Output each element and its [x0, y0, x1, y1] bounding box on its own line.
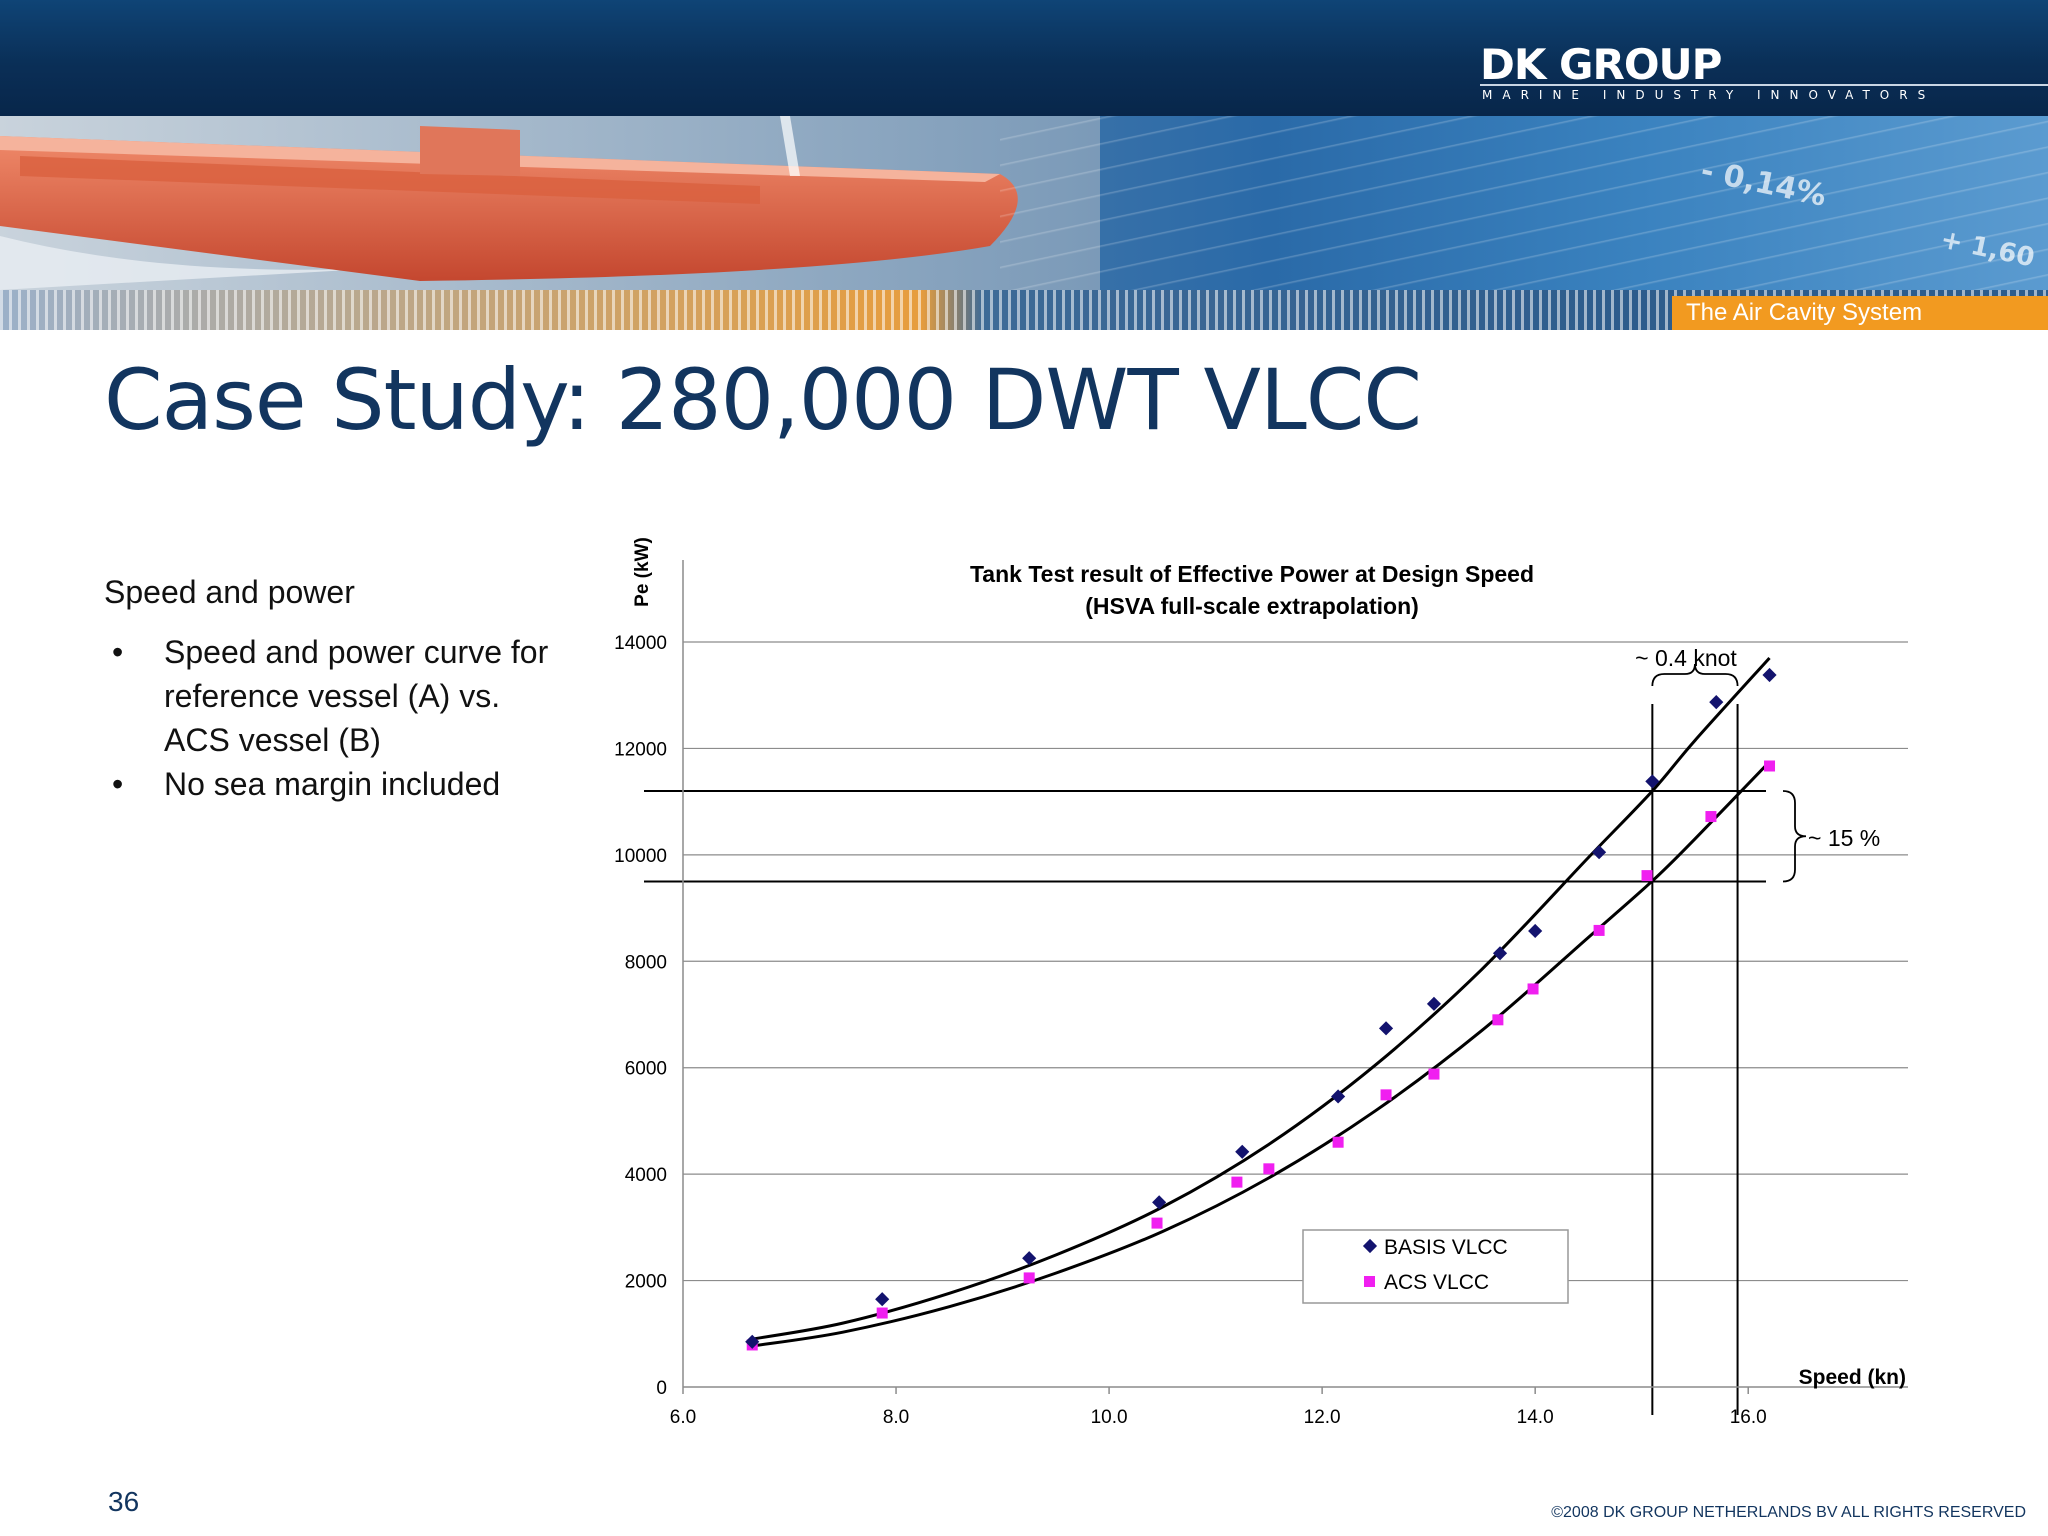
bullet-text: No sea margin included: [164, 766, 501, 802]
annotation-knot: ~ 0.4 knot: [1635, 645, 1737, 671]
section-tag: The Air Cavity System: [1672, 296, 2048, 330]
header-bar: DK GROUP MARINE INDUSTRY INNOVATORS: [0, 0, 2048, 116]
data-point-acs: [1593, 924, 1605, 936]
data-point-acs: [1428, 1068, 1440, 1080]
data-point-acs: [1332, 1136, 1344, 1148]
company-logo: DK GROUP: [1480, 40, 1722, 89]
data-point-acs: [1151, 1217, 1163, 1229]
x-tick-label: 14.0: [1517, 1407, 1554, 1428]
data-point-basis: [1235, 1144, 1250, 1159]
x-tick-label: 8.0: [883, 1407, 909, 1428]
y-tick-label: 2000: [625, 1272, 667, 1293]
chart-legend: BASIS VLCC ACS VLCC: [1302, 1229, 1569, 1304]
data-point-acs: [1231, 1176, 1243, 1188]
legend-label-basis: BASIS VLCC: [1384, 1236, 1508, 1259]
x-axis-label: Speed (kn): [1799, 1366, 1906, 1389]
bullet-list: • Speed and power curve for reference ve…: [104, 630, 564, 806]
data-point-acs: [1263, 1163, 1275, 1175]
subheading: Speed and power: [104, 574, 355, 610]
data-point-basis: [1378, 1021, 1394, 1036]
y-tick-label: 4000: [625, 1165, 667, 1186]
data-point-acs: [1764, 760, 1776, 772]
x-tick-label: 16.0: [1730, 1407, 1767, 1428]
data-point-acs: [1641, 870, 1653, 882]
data-point-basis: [1426, 996, 1442, 1011]
data-point-basis: [1152, 1195, 1167, 1210]
markers: [745, 667, 1777, 1351]
trend-line-acs: [752, 760, 1771, 1348]
y-tick-label: 10000: [614, 846, 667, 867]
ship-illustration: [0, 116, 1100, 290]
x-tick-label: 12.0: [1304, 1407, 1341, 1428]
legend-marker-acs: [1364, 1276, 1375, 1287]
bullet-item: • No sea margin included: [104, 762, 564, 806]
y-tick-label: 14000: [614, 633, 667, 654]
slide-title: Case Study: 280,000 DWT VLCC: [104, 351, 1422, 449]
y-tick-label: 6000: [625, 1059, 667, 1080]
percent-brace: [1782, 790, 1807, 883]
y-tick-label: 0: [656, 1378, 667, 1399]
data-point-basis: [1022, 1251, 1037, 1266]
bullet-item: • Speed and power curve for reference ve…: [104, 630, 564, 762]
x-tick-label: 10.0: [1091, 1407, 1128, 1428]
reference-lines: [644, 663, 1807, 1415]
slide-number: 36: [108, 1486, 140, 1517]
data-point-acs: [1492, 1014, 1504, 1026]
legend-marker-basis: [1362, 1238, 1378, 1254]
trend-line-basis: [751, 656, 1771, 1341]
chart-title: Tank Test result of Effective Power at D…: [970, 561, 1534, 587]
legend-box: [1302, 1229, 1569, 1304]
data-point-acs: [1380, 1089, 1392, 1101]
logo-tagline: MARINE INDUSTRY INNOVATORS: [1482, 88, 1936, 102]
grid-layer: [683, 641, 1908, 1282]
data-point-basis: [1645, 774, 1660, 789]
data-point-basis: [875, 1292, 890, 1307]
y-tick-label: 8000: [625, 952, 667, 973]
axes: 0 2000 4000 6000 8000 10000 12000 14000 6.0 8.0 10…: [614, 560, 1908, 1428]
logo-divider: [1480, 84, 2048, 86]
photo-overlay-lines: [1000, 116, 2048, 290]
x-tick-label: 6.0: [670, 1407, 696, 1428]
data-point-basis: [1709, 695, 1724, 710]
data-point-acs: [1527, 983, 1539, 995]
bullet-text: Speed and power curve for reference vess…: [164, 634, 549, 758]
data-point-basis: [1762, 667, 1777, 683]
data-point-basis: [1492, 946, 1508, 961]
data-point-basis: [745, 1334, 760, 1349]
data-point-basis: [1528, 923, 1543, 939]
y-tick-label: 12000: [614, 739, 667, 760]
bullet-dot: •: [112, 766, 124, 802]
data-point-basis: [1592, 845, 1607, 860]
data-point-acs: [1023, 1272, 1035, 1284]
y-axis-label: Pe (kW): [632, 537, 653, 607]
bullet-dot: •: [112, 634, 124, 670]
header-photo: - 0,14% + 1,60: [0, 116, 2048, 290]
data-point-basis: [1331, 1089, 1346, 1104]
legend-label-acs: ACS VLCC: [1384, 1271, 1489, 1294]
trend-lines: [751, 656, 1771, 1348]
data-point-acs: [1705, 811, 1717, 823]
chart-subtitle: (HSVA full-scale extrapolation): [1085, 593, 1419, 619]
annotation-percent: ~ 15 %: [1808, 825, 1880, 851]
knot-brace: [1651, 663, 1739, 687]
data-point-acs: [876, 1307, 888, 1319]
copyright-notice: ©2008 DK GROUP NETHERLANDS BV ALL RIGHTS…: [1551, 1504, 2026, 1521]
